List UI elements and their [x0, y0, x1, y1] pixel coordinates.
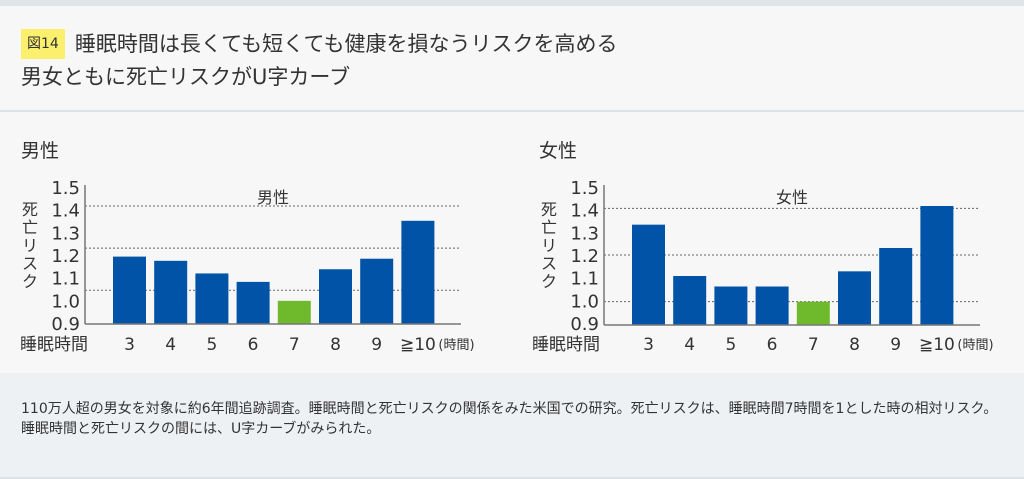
y-axis-label-char: ス — [541, 254, 557, 273]
figure-title: 図14 睡眠時間は長くても短くても健康を損なうリスクを高める 男女ともに死亡リスク… — [21, 28, 617, 94]
x-axis-unit: (時間) — [957, 338, 993, 353]
x-tick-label: 7 — [289, 335, 300, 355]
footer-note: 110万人超の男女を対象に約6年間追跡調査。睡眠時間と死亡リスクの関係をみた米国… — [21, 401, 998, 437]
x-axis-label: 睡眠時間 — [532, 335, 600, 355]
y-tick-label: 0.9 — [51, 314, 80, 335]
x-tick-label: 3 — [643, 335, 654, 355]
y-tick-label: 1.4 — [570, 201, 599, 222]
bar-8 — [319, 269, 352, 324]
bar-8 — [838, 271, 871, 325]
x-tick-label: 8 — [849, 335, 860, 355]
y-axis-label-char: 亡 — [541, 218, 557, 237]
x-axis-label: 睡眠時間 — [20, 335, 88, 355]
x-tick-label: 5 — [206, 335, 217, 355]
chart-title: 男性 — [257, 188, 289, 207]
y-tick-label: 1.4 — [51, 201, 80, 222]
chart-title: 女性 — [776, 188, 808, 207]
y-axis-label-char: 亡 — [22, 218, 38, 237]
section-label-female: 女性 — [539, 140, 578, 162]
y-tick-label: 1.0 — [51, 291, 80, 312]
bar-7 — [796, 301, 830, 325]
y-axis-label-char: ク — [22, 272, 38, 291]
y-tick-label: 1.3 — [51, 223, 80, 244]
bar-3 — [113, 256, 146, 324]
divider — [0, 110, 1024, 112]
bar-4 — [673, 276, 707, 325]
bar-3 — [632, 224, 665, 325]
y-tick-label: 1.2 — [51, 246, 80, 267]
x-axis-unit: (時間) — [438, 338, 474, 353]
bar-9 — [360, 258, 394, 324]
bar-9 — [879, 248, 913, 325]
y-axis-label-char: リ — [22, 236, 38, 255]
y-tick-label: 1.1 — [570, 269, 599, 290]
bar-7 — [277, 300, 311, 324]
y-tick-label: 1.1 — [51, 269, 80, 290]
y-axis-label-char: リ — [541, 236, 557, 255]
bar-5 — [195, 273, 229, 324]
x-tick-label: 3 — [124, 335, 135, 355]
x-tick-label: 7 — [808, 335, 819, 355]
title-line-2: 男女ともに死亡リスクがU字カーブ — [21, 65, 351, 89]
x-tick-label: 8 — [330, 335, 341, 355]
y-axis-label-char: 死 — [541, 200, 557, 219]
y-tick-label: 1.0 — [570, 291, 599, 312]
x-tick-label: 6 — [767, 335, 778, 355]
bar-6 — [236, 281, 270, 324]
top-strip — [0, 0, 1024, 6]
x-tick-label: ≧10 — [919, 335, 955, 355]
figure-badge: 図14 — [21, 29, 65, 59]
y-tick-label: 1.5 — [570, 178, 599, 199]
x-tick-label: 5 — [725, 335, 736, 355]
x-tick-label: 4 — [684, 335, 695, 355]
y-tick-label: 1.3 — [570, 223, 599, 244]
y-tick-label: 1.2 — [570, 246, 599, 267]
male-chart: 3 4 5 6 7 8 9 ≧10 1.51.41.31.21.11.00.9 男性死亡リスク睡眠… — [20, 178, 475, 355]
female-chart: 3 4 5 6 7 8 9 ≧10 1.51.41.31.21.11.00.9 女性死亡リスク睡眠… — [532, 178, 994, 355]
y-tick-label: 0.9 — [570, 314, 599, 335]
y-axis-label-char: ク — [541, 272, 557, 291]
bar-5 — [714, 286, 748, 325]
x-tick-label: 6 — [248, 335, 259, 355]
bar-≧10 — [401, 220, 435, 324]
bar-≧10 — [920, 206, 954, 325]
y-tick-label: 1.5 — [51, 178, 80, 199]
y-axis-label-char: 死 — [22, 200, 38, 219]
title-line-1: 睡眠時間は長くても短くても健康を損なうリスクを高める — [74, 32, 618, 56]
footer-note-panel: 110万人超の男女を対象に約6年間追跡調査。睡眠時間と死亡リスクの関係をみた米国… — [0, 373, 1024, 479]
bar-6 — [755, 286, 789, 325]
y-axis-label-char: ス — [22, 254, 38, 273]
bar-4 — [154, 260, 188, 324]
x-tick-label: 9 — [371, 335, 382, 355]
section-label-male: 男性 — [21, 140, 60, 162]
x-tick-label: ≧10 — [400, 335, 436, 355]
x-tick-label: 4 — [165, 335, 176, 355]
x-tick-label: 9 — [890, 335, 901, 355]
